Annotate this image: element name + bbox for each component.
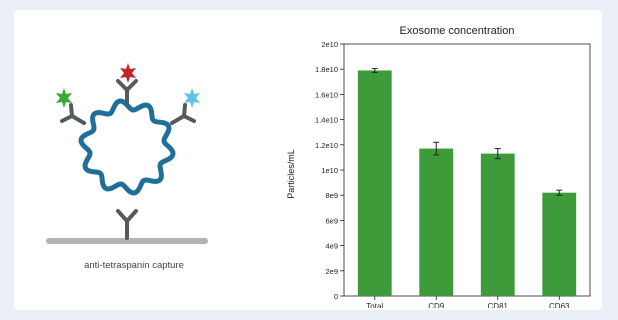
y-tick-label: 0	[334, 292, 338, 301]
y-tick-label: 1.8e10	[315, 65, 338, 74]
exosome-membrane-icon	[78, 98, 176, 196]
bar	[357, 70, 392, 297]
x-tick-label: CD9	[428, 302, 445, 308]
green-dye-icon	[56, 88, 72, 108]
detection-antibody-top-icon	[116, 79, 138, 105]
plot-area: 0 2e9 4e9 6e9 8e9 1e10 1.2e10 1.4e10 1.6e10 1.8e1…	[315, 40, 591, 308]
x-tick-label: CD63	[549, 302, 570, 308]
chart-title: Exosome concentration	[400, 25, 515, 37]
y-tick-label: 8e9	[325, 191, 338, 200]
capture-antibody-icon	[116, 209, 138, 240]
y-tick-label: 2e10	[321, 40, 338, 49]
bar	[419, 148, 454, 296]
exosome-capture-diagram	[46, 63, 208, 244]
y-tick-label: 1.6e10	[315, 90, 338, 99]
y-tick-label: 2e9	[325, 267, 338, 276]
detection-antibody-right-icon	[170, 103, 196, 125]
capture-surface	[46, 238, 208, 244]
y-tick-label: 1e10	[321, 166, 338, 175]
diagram-caption: anti-tetraspanin capture	[84, 260, 184, 271]
red-dye-icon	[120, 63, 136, 83]
blue-dye-icon	[184, 88, 200, 108]
figure-panel: anti-tetraspanin capture Exosome concent…	[14, 10, 602, 310]
detection-antibody-left-icon	[60, 103, 86, 125]
exosome-concentration-chart: Exosome concentration Particles/mL 0 2e9 4…	[286, 25, 591, 308]
bar	[480, 153, 515, 296]
y-tick-label: 1.4e10	[315, 116, 338, 125]
y-axis-label: Particles/mL	[286, 149, 296, 199]
y-tick-label: 4e9	[325, 242, 338, 251]
x-tick-label: CD81	[488, 302, 509, 308]
bar	[542, 192, 577, 296]
x-tick-label: Total	[366, 302, 383, 308]
y-tick-label: 1.2e10	[315, 141, 338, 150]
y-tick-label: 6e9	[325, 216, 338, 225]
